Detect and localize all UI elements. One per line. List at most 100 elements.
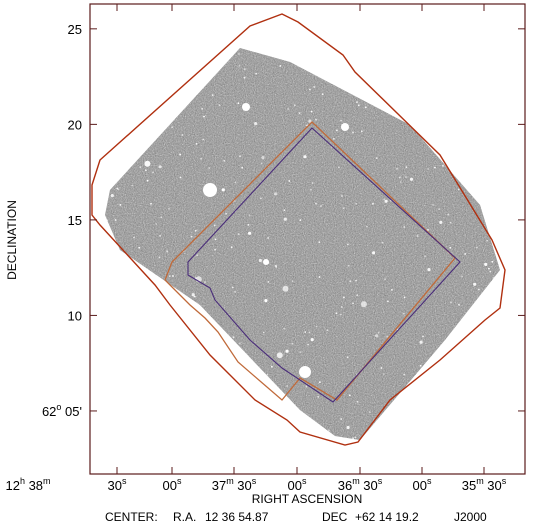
star (318, 241, 321, 244)
star (212, 363, 214, 366)
star (144, 160, 151, 167)
star (260, 197, 262, 200)
star (349, 280, 352, 283)
star (383, 198, 386, 201)
star (143, 101, 147, 105)
star (470, 183, 472, 185)
star (212, 340, 215, 343)
star (468, 131, 471, 134)
star (127, 411, 129, 413)
star (378, 448, 381, 451)
star (234, 291, 236, 293)
star (244, 447, 246, 449)
star (310, 338, 314, 342)
star (497, 274, 500, 277)
star (266, 373, 269, 376)
star (310, 188, 312, 191)
star (508, 165, 510, 167)
star (179, 176, 182, 179)
star (196, 254, 199, 256)
x-tick-label: 00s (413, 476, 432, 493)
star (368, 411, 371, 414)
star (311, 182, 314, 184)
star (310, 110, 313, 113)
star (381, 241, 384, 244)
star (403, 373, 406, 376)
star (133, 236, 136, 239)
star (405, 166, 408, 169)
star (336, 129, 338, 132)
star (267, 281, 270, 283)
star (234, 181, 237, 184)
star (319, 381, 321, 383)
bright-star (242, 103, 250, 111)
star (195, 355, 198, 357)
star (375, 157, 378, 160)
star (484, 394, 487, 397)
star (360, 301, 367, 308)
star (459, 428, 461, 431)
star (308, 119, 312, 123)
star (461, 128, 465, 132)
star (155, 223, 158, 225)
star (304, 39, 306, 41)
star (308, 331, 311, 334)
star (299, 219, 302, 222)
star (335, 312, 338, 315)
star (411, 443, 413, 445)
plot-frame (89, 3, 526, 475)
star (225, 212, 228, 215)
star (113, 408, 116, 411)
star (287, 55, 290, 58)
star (190, 67, 194, 71)
star (482, 57, 486, 61)
star (404, 58, 407, 60)
star (355, 203, 358, 205)
star (142, 112, 145, 114)
star (232, 336, 235, 339)
star (259, 391, 262, 394)
star (318, 276, 321, 278)
star (403, 226, 406, 228)
star (181, 41, 183, 43)
star (304, 331, 307, 333)
star (384, 48, 387, 51)
star (482, 153, 484, 156)
star (382, 70, 389, 77)
star (146, 95, 149, 98)
star (207, 73, 210, 76)
star (479, 295, 482, 297)
star (230, 246, 233, 249)
y-tick-label: 20 (68, 117, 82, 132)
star (199, 373, 202, 375)
star (320, 205, 322, 207)
star (206, 337, 209, 340)
star (355, 279, 357, 282)
star (283, 217, 287, 221)
star (121, 269, 124, 272)
star (496, 96, 499, 99)
star (221, 188, 225, 192)
star (190, 235, 193, 238)
star (234, 371, 236, 373)
star (448, 40, 450, 42)
star (283, 327, 286, 330)
star (239, 155, 241, 158)
star (472, 74, 475, 77)
star (238, 53, 241, 55)
star (461, 179, 464, 181)
star (182, 381, 185, 384)
star (122, 344, 124, 347)
star (205, 442, 207, 444)
star (491, 260, 494, 263)
star (340, 306, 343, 308)
star (214, 238, 217, 241)
star (494, 177, 497, 180)
star (483, 214, 485, 217)
star (258, 258, 262, 263)
star (194, 229, 197, 232)
star (485, 176, 488, 179)
star (503, 403, 506, 406)
x-tick-label: 30s (108, 476, 127, 493)
